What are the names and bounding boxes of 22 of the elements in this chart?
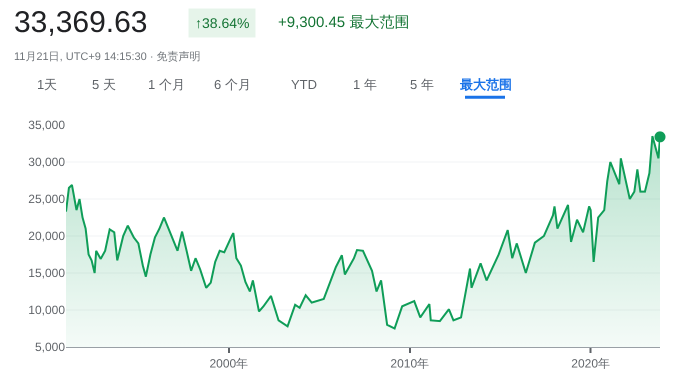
y-tick-label: 5,000 <box>34 340 66 354</box>
text: 11月21日, UTC+9 14:15:30 · 免责声明 <box>14 50 201 63</box>
text: 5 年 <box>410 77 434 92</box>
y-tick-label: 30,000 <box>28 155 66 170</box>
x-tick-label: 2020年 <box>571 356 610 370</box>
text: YTD <box>291 77 317 92</box>
x-tick-label: 2000年 <box>209 356 248 370</box>
text: 1天 <box>37 77 58 92</box>
text: 5 天 <box>92 77 116 92</box>
text: ↑38.64% <box>195 15 250 31</box>
text: 1 年 <box>353 77 377 92</box>
text: 6 个月 <box>214 77 251 92</box>
text: 1 个月 <box>148 77 185 92</box>
text: 最大范围 <box>459 77 512 92</box>
text: +9,300.45 最大范围 <box>278 14 410 31</box>
y-tick-label: 20,000 <box>28 229 66 244</box>
x-tick-label: 2010年 <box>390 356 430 370</box>
y-tick-label: 10,000 <box>28 303 66 318</box>
y-tick-label: 35,000 <box>28 118 66 132</box>
text: 33,369.63 <box>14 6 148 39</box>
y-tick-label: 15,000 <box>28 266 66 280</box>
y-tick-label: 25,000 <box>28 192 66 206</box>
